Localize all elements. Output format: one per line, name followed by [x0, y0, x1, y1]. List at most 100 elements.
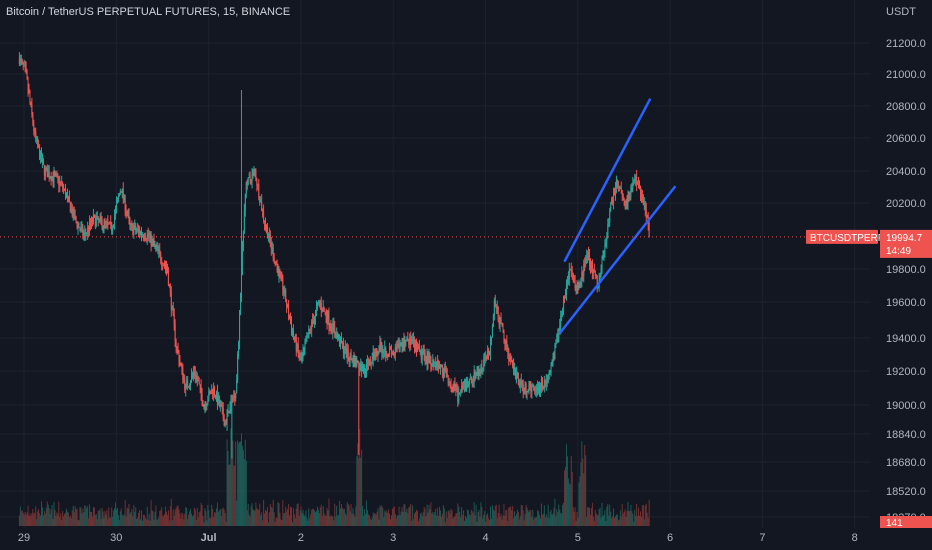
volume-bar [275, 517, 277, 526]
candle-body [361, 363, 363, 371]
candle-body [618, 186, 620, 189]
candle-body [255, 170, 257, 181]
trendline[interactable] [559, 185, 676, 334]
volume-bar [79, 506, 81, 526]
candle-body [65, 195, 67, 198]
candle-body [574, 281, 576, 289]
volume-bar [298, 515, 300, 526]
candle-body [148, 235, 150, 237]
volume-bar [561, 513, 563, 526]
volume-bar [426, 504, 428, 526]
volume-bar [138, 512, 140, 526]
candle-body [155, 244, 157, 247]
candle-body [389, 348, 391, 355]
time-axis-tick: 2 [298, 532, 304, 544]
volume-bar [42, 515, 44, 526]
candle-body [410, 337, 412, 344]
candle-body [546, 381, 548, 383]
volume-bar [416, 510, 418, 526]
volume-bar [487, 513, 489, 526]
candle-body [199, 384, 201, 386]
volume-bar [415, 509, 417, 526]
volume-bar [489, 520, 491, 526]
volume-bar [490, 518, 492, 526]
volume-bar [179, 513, 181, 526]
candle-body [209, 391, 211, 393]
candle-body [232, 398, 234, 400]
volume-bar [137, 517, 139, 526]
volume-bar [268, 512, 270, 526]
candle-body [621, 190, 623, 195]
volume-bar [303, 514, 305, 526]
volume-bar [482, 518, 484, 526]
volume-bar [359, 428, 361, 526]
candle-body [119, 191, 121, 194]
time-axis[interactable]: 29 30 Jul 2 3 4 5 6 7 8 [18, 532, 858, 544]
candle-body [619, 187, 621, 189]
volume-bar [282, 500, 284, 526]
candle-body [278, 269, 280, 276]
volume-bar [258, 510, 260, 526]
candle-body [554, 345, 556, 360]
price-axis[interactable]: USDT 21200.0 21000.0 20800.0 20600.0 20400.0 2… [886, 6, 926, 524]
volume-bar [396, 515, 398, 526]
volume-bar [638, 507, 640, 526]
volume-bar [157, 519, 159, 526]
candle-body [294, 337, 296, 340]
candle-body [466, 383, 468, 387]
volume-bar [302, 509, 304, 526]
candle-body [129, 218, 131, 225]
volume-bar [40, 515, 42, 526]
volume-bar [632, 513, 634, 526]
trendlines[interactable] [559, 98, 676, 334]
volume-bar [216, 502, 218, 526]
candle-body [282, 278, 284, 291]
volume-bar [117, 514, 119, 526]
volume-bar [305, 510, 307, 526]
candle-body [111, 222, 113, 232]
candle-body [195, 375, 197, 377]
candle-body [191, 374, 193, 376]
volume-bar [63, 516, 65, 526]
candle-body [49, 177, 51, 179]
volume-bar [147, 519, 149, 526]
volume-bar [48, 507, 50, 526]
volume-bar [23, 514, 25, 526]
price-axis-tick: 20200.0 [886, 198, 926, 210]
price-tags: BTCUSDTPERP 19994.7 14:49 141 [806, 229, 932, 529]
candle-body [364, 369, 366, 372]
volume-bar [44, 514, 46, 526]
candle-body [30, 101, 32, 105]
volume-bar [62, 511, 64, 526]
volume-bar [182, 513, 184, 526]
volume-bar [310, 514, 312, 526]
volume-bar [65, 512, 67, 526]
volume-bar [156, 519, 158, 526]
candle-body [557, 334, 559, 342]
volume-bar [54, 509, 56, 526]
volume-bar [362, 505, 364, 526]
candle-body [505, 340, 507, 345]
volume-bar [508, 507, 510, 526]
volume-bar [335, 516, 337, 526]
trendline[interactable] [563, 98, 652, 262]
volume-bars [18, 428, 650, 526]
candle-body [480, 366, 482, 374]
candle-body [474, 371, 476, 379]
candle-body [471, 379, 473, 385]
candle-body [339, 335, 341, 345]
volume-bar [343, 508, 345, 526]
volume-bar [322, 506, 324, 526]
volume-bar [261, 512, 263, 526]
candle-body [90, 218, 92, 224]
volume-bar [192, 515, 194, 526]
volume-bar [229, 464, 231, 526]
candle-body [54, 173, 56, 176]
volume-bar [368, 515, 370, 526]
volume-bar [75, 509, 77, 526]
candle-body [132, 224, 134, 235]
volume-bar [82, 508, 84, 526]
candle-body [248, 176, 250, 178]
